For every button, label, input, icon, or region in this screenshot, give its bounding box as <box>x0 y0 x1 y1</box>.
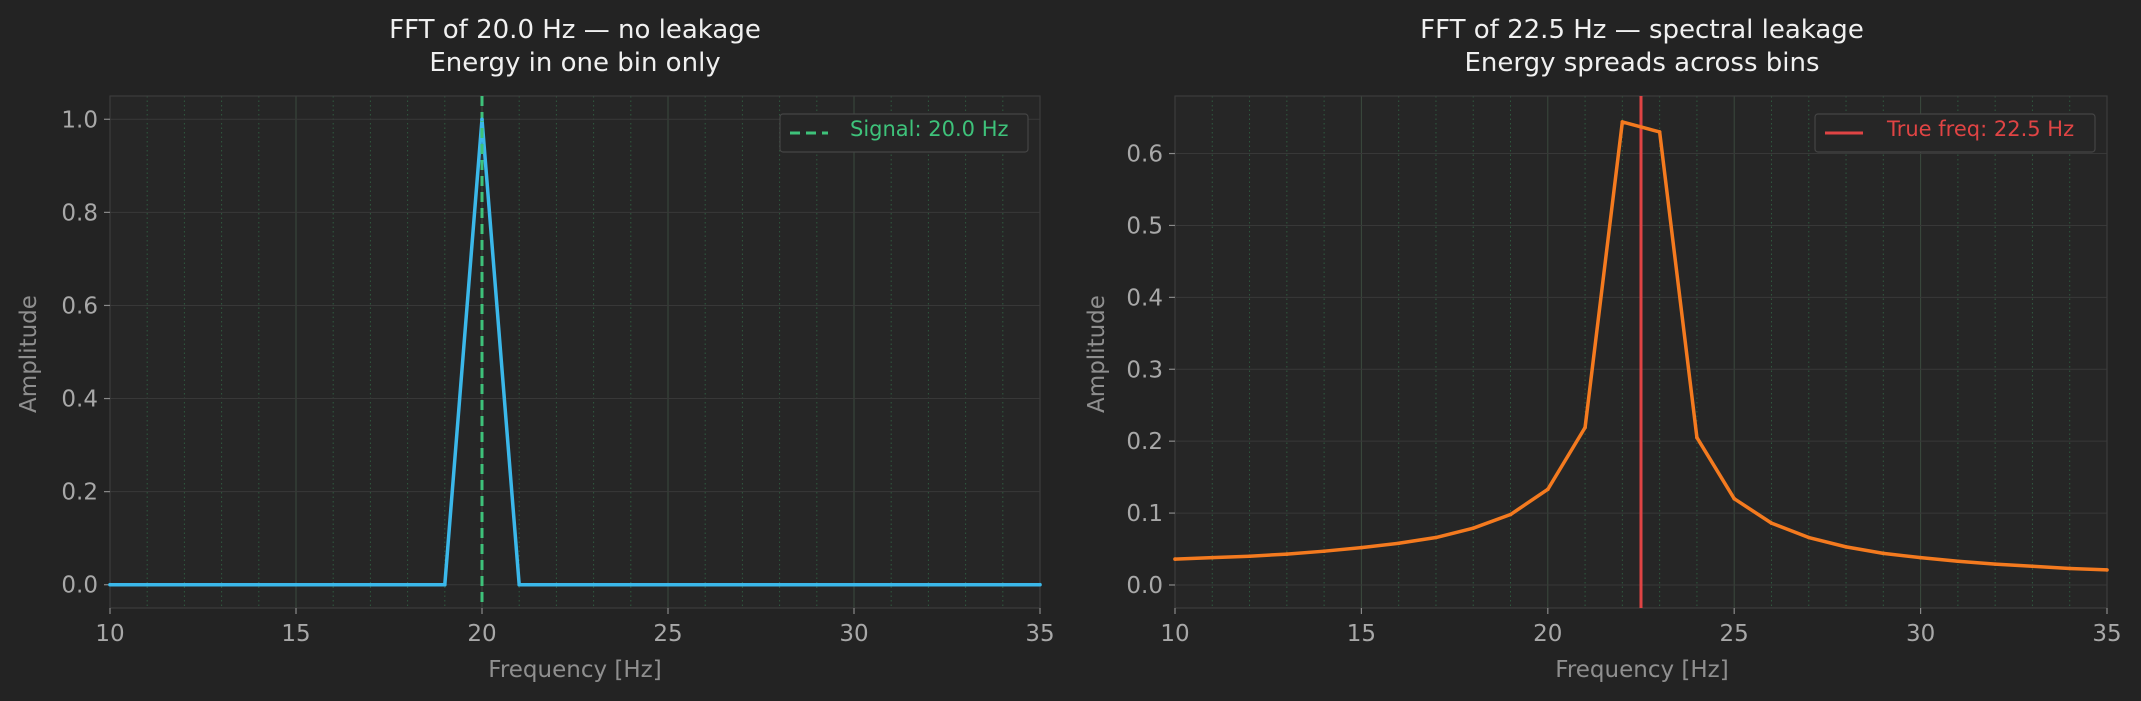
data-point <box>1001 582 1005 587</box>
data-point <box>1956 559 1960 564</box>
y-tick-label: 0.0 <box>61 573 98 599</box>
data-point <box>1173 557 1177 561</box>
data-point <box>1285 552 1289 556</box>
data-point <box>331 582 336 587</box>
data-point <box>1038 582 1042 587</box>
data-point <box>182 582 187 587</box>
data-point <box>926 582 931 587</box>
right-chart-panel: 10 15 20 25 30 35 0.0 0.1 0.2 0.3 0.4 0.5 0.6 FFT of… <box>1084 15 2122 683</box>
data-point <box>2067 566 2072 571</box>
y-tick-label: 0.3 <box>1126 357 1163 383</box>
y-tick-label: 0.6 <box>1126 142 1163 168</box>
data-point <box>1620 120 1625 124</box>
x-tick-label: 15 <box>1347 621 1376 647</box>
data-point <box>219 582 224 587</box>
data-point <box>666 582 670 587</box>
data-point <box>517 582 521 587</box>
y-tick-label: 0.2 <box>61 480 98 506</box>
legend-label: Signal: 20.0 Hz <box>850 117 1009 141</box>
data-point <box>1769 521 1774 525</box>
y-tick-label: 0.0 <box>1126 573 1163 599</box>
x-tick-label: 30 <box>1906 621 1935 647</box>
data-point <box>480 117 484 122</box>
data-point <box>368 582 373 587</box>
plot-area <box>110 96 1040 608</box>
y-tick-label: 0.6 <box>61 293 98 319</box>
x-tick-label: 20 <box>467 621 496 647</box>
data-point <box>443 582 447 587</box>
data-point <box>1695 435 1699 440</box>
data-point <box>1471 526 1476 530</box>
data-point <box>703 582 707 587</box>
legend-label: True freq: 22.5 Hz <box>1886 117 2074 141</box>
chart-subtitle: Energy spreads across bins <box>1464 48 1819 78</box>
y-tick-label: 0.8 <box>61 200 98 226</box>
data-point <box>1583 425 1587 430</box>
data-point <box>1322 549 1326 553</box>
data-point <box>1210 555 1215 560</box>
x-tick-label: 15 <box>281 621 310 647</box>
data-point <box>108 582 112 587</box>
series-line <box>110 117 1040 587</box>
data-point <box>1918 555 1923 560</box>
x-tick-label: 10 <box>1160 621 1189 647</box>
legend-box <box>779 113 1029 153</box>
y-tick-label: 0.4 <box>61 387 98 413</box>
data-point <box>1806 535 1811 540</box>
data-point <box>963 582 968 587</box>
data-point <box>1508 512 1513 517</box>
x-axis-label: Frequency [Hz] <box>488 657 661 683</box>
chart-subtitle: Energy in one bin only <box>429 48 720 78</box>
x-tick-label: 30 <box>839 621 868 647</box>
data-point <box>1844 545 1848 549</box>
data-point <box>852 582 856 587</box>
chart-title: FFT of 22.5 Hz — spectral leakage <box>1420 15 1864 45</box>
x-tick-label: 35 <box>2092 621 2121 647</box>
data-point <box>1247 554 1252 559</box>
data-point <box>1359 545 1364 550</box>
y-axis-label: Amplitude <box>16 295 42 413</box>
data-point <box>740 582 745 587</box>
data-point <box>2105 568 2109 572</box>
y-tick-label: 0.1 <box>1126 501 1163 527</box>
y-tick-label: 0.5 <box>1126 213 1163 239</box>
left-chart-panel: 10 15 20 25 30 35 0.0 0.2 0.4 0.6 0.8 1.0 FFT of 20… <box>16 15 1055 683</box>
data-point <box>554 582 559 587</box>
series-line <box>1174 120 2108 572</box>
data-point <box>1396 541 1401 546</box>
data-point <box>591 582 596 587</box>
plot-frame <box>109 95 1041 609</box>
data-point <box>1434 535 1438 540</box>
data-point <box>405 582 410 587</box>
y-tick-label: 0.2 <box>1126 429 1163 455</box>
data-point <box>1993 562 1997 566</box>
x-axis-label: Frequency [Hz] <box>1555 657 1728 683</box>
x-tick-label: 25 <box>1720 621 1749 647</box>
data-point <box>889 582 893 587</box>
data-point <box>1546 487 1550 492</box>
data-point <box>1732 496 1736 501</box>
x-tick-label: 35 <box>1025 621 1054 647</box>
data-point <box>1881 551 1886 556</box>
data-point <box>145 582 149 587</box>
data-point <box>777 582 782 587</box>
y-axis-label: Amplitude <box>1084 295 1110 413</box>
data-point <box>815 582 819 587</box>
y-tick-label: 0.4 <box>1126 285 1163 311</box>
data-point <box>294 582 298 587</box>
x-tick-label: 20 <box>1533 621 1562 647</box>
y-tick-label: 1.0 <box>61 107 98 133</box>
chart-title: FFT of 20.0 Hz — no leakage <box>389 15 761 45</box>
x-tick-label: 25 <box>653 621 682 647</box>
data-point <box>2030 564 2035 569</box>
data-point <box>257 582 261 587</box>
legend-box <box>1814 113 2096 153</box>
x-tick-label: 10 <box>95 621 124 647</box>
data-point <box>629 582 633 587</box>
data-point <box>1657 130 1662 134</box>
